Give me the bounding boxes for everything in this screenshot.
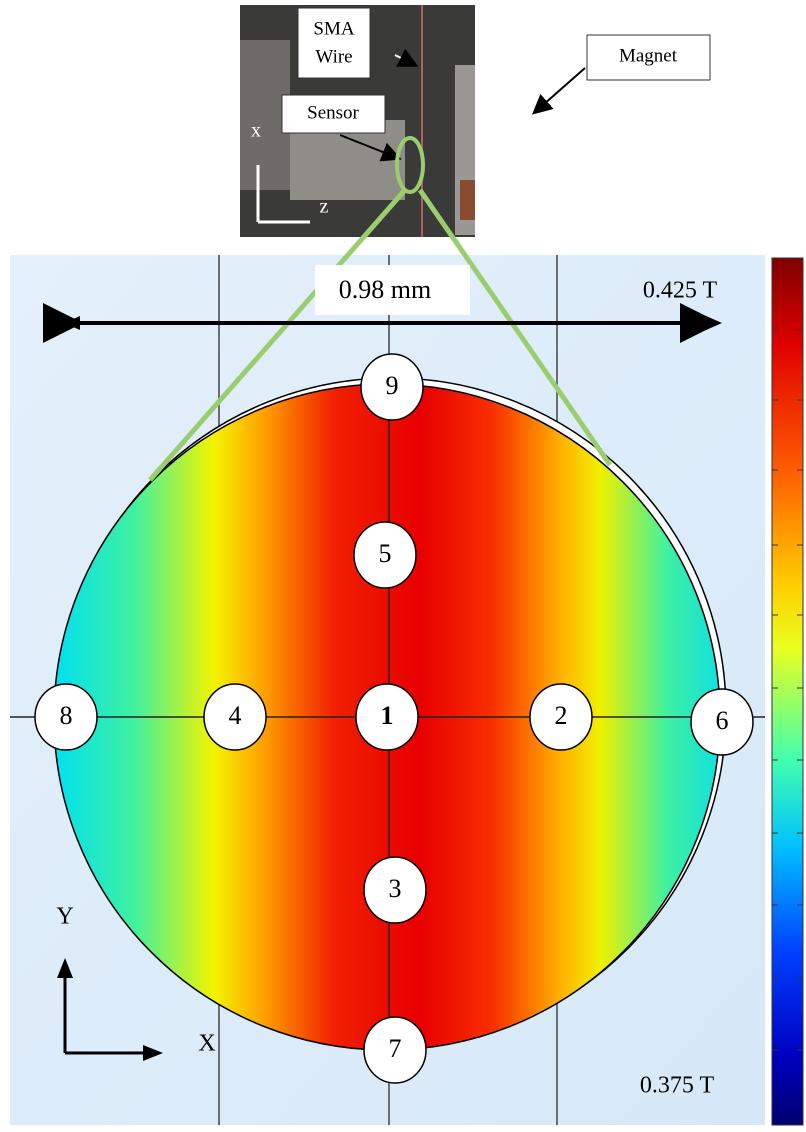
- min-label: 0.375 T: [640, 1073, 715, 1099]
- wire-label: SMA: [313, 18, 354, 39]
- page: SMA Wire Sensor Magnet x z 0.98 mm 0.425…: [0, 0, 806, 1132]
- colorbar: [772, 258, 803, 1125]
- point-label: 8: [60, 701, 73, 730]
- photo-axis-x: x: [251, 120, 261, 142]
- axis-y: Y: [56, 904, 73, 930]
- wire-label: Wire: [315, 46, 352, 67]
- point-label: 6: [716, 706, 729, 735]
- point-label: 3: [389, 874, 402, 903]
- point-label: 5: [379, 539, 392, 568]
- axis-x: X: [198, 1031, 215, 1057]
- point-label: 2: [555, 701, 568, 730]
- width-label: 0.98 mm: [339, 275, 431, 304]
- point-label: 7: [389, 1034, 402, 1063]
- sensor-label: Sensor: [307, 102, 359, 123]
- photo: SMA Wire Sensor Magnet x z: [240, 5, 710, 237]
- max-label: 0.425 T: [643, 278, 718, 304]
- magnet-label: Magnet: [619, 45, 678, 66]
- photo-axis-z: z: [320, 196, 329, 218]
- point-label: 4: [229, 701, 242, 730]
- point-label: 9: [386, 371, 399, 400]
- figure: SMA Wire Sensor Magnet x z 0.98 mm 0.425…: [0, 0, 806, 1132]
- point-label: 1: [381, 701, 394, 730]
